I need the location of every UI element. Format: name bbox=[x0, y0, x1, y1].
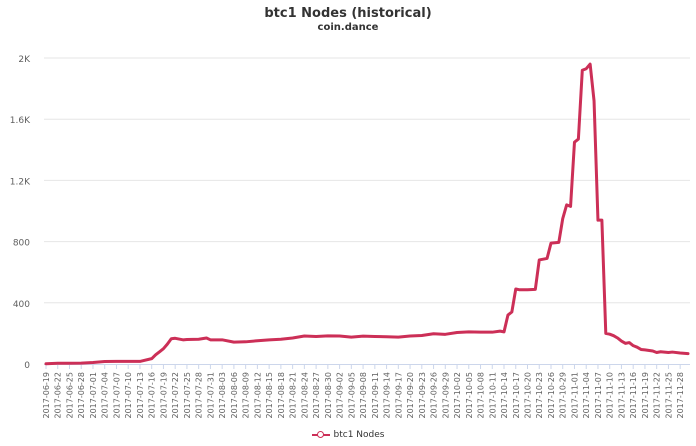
x-tick-label: 2017-06-25 bbox=[65, 372, 74, 419]
y-tick-label: 400 bbox=[13, 300, 30, 310]
y-tick-label: 800 bbox=[13, 239, 30, 249]
x-tick-label: 2017-09-05 bbox=[347, 372, 356, 419]
x-tick-label: 2017-08-12 bbox=[253, 372, 262, 419]
x-tick-label: 2017-11-28 bbox=[676, 372, 685, 419]
legend-label: btc1 Nodes bbox=[333, 430, 385, 440]
x-tick-label: 2017-08-18 bbox=[277, 372, 286, 419]
x-tick-label: 2017-08-03 bbox=[218, 372, 227, 419]
legend-line-marker-icon bbox=[311, 431, 330, 439]
x-tick-label: 2017-11-04 bbox=[582, 372, 591, 419]
x-tick-label: 2017-10-08 bbox=[477, 372, 486, 419]
x-tick-label: 2017-11-13 bbox=[617, 372, 626, 419]
x-tick-label: 2017-07-19 bbox=[159, 372, 168, 419]
x-tick-label: 2017-09-17 bbox=[394, 372, 403, 419]
x-tick-label: 2017-07-16 bbox=[148, 372, 157, 419]
y-tick-label: 0 bbox=[24, 361, 30, 371]
x-tick-label: 2017-07-04 bbox=[101, 372, 110, 419]
x-tick-label: 2017-11-22 bbox=[653, 372, 662, 419]
x-tick-label: 2017-11-16 bbox=[629, 372, 638, 419]
x-tick-label: 2017-08-30 bbox=[324, 372, 333, 419]
x-tick-label: 2017-08-27 bbox=[312, 372, 321, 419]
y-tick-label: 2K bbox=[18, 55, 31, 65]
x-tick-label: 2017-10-02 bbox=[453, 372, 462, 419]
chart-title: btc1 Nodes (historical) bbox=[264, 6, 432, 21]
y-axis-ticks: 0 400 800 1.2K 1.6K 2K bbox=[10, 55, 31, 371]
x-axis-ticks: 2017-06-19 2017-06-22 2017-06-25 2017-06-28… bbox=[42, 364, 685, 419]
x-tick-label: 2017-07-07 bbox=[112, 372, 121, 419]
x-tick-label: 2017-11-25 bbox=[664, 372, 673, 419]
grid-lines bbox=[44, 57, 690, 304]
legend: btc1 Nodes bbox=[0, 430, 696, 442]
x-tick-label: 2017-10-29 bbox=[559, 372, 568, 419]
x-tick-label: 2017-06-19 bbox=[42, 372, 51, 419]
x-tick-label: 2017-09-02 bbox=[336, 372, 345, 419]
x-tick-label: 2017-07-22 bbox=[171, 372, 180, 419]
x-tick-label: 2017-10-17 bbox=[512, 372, 521, 419]
x-tick-label: 2017-08-24 bbox=[300, 372, 309, 419]
x-tick-label: 2017-09-14 bbox=[383, 372, 392, 419]
x-tick-label: 2017-08-21 bbox=[289, 372, 298, 419]
y-tick-label: 1.2K bbox=[10, 177, 31, 187]
x-tick-label: 2017-07-31 bbox=[206, 372, 215, 419]
x-tick-label: 2017-09-29 bbox=[441, 372, 450, 419]
series-line-btc1-nodes bbox=[44, 62, 690, 366]
x-tick-label: 2017-07-25 bbox=[183, 372, 192, 419]
legend-item-btc1-nodes[interactable]: btc1 Nodes bbox=[311, 430, 385, 440]
x-tick-label: 2017-06-28 bbox=[77, 372, 86, 419]
x-tick-label: 2017-08-15 bbox=[265, 372, 274, 419]
x-tick-label: 2017-09-20 bbox=[406, 372, 415, 419]
x-tick-label: 2017-11-19 bbox=[641, 372, 650, 419]
x-tick-label: 2017-06-22 bbox=[54, 372, 63, 419]
x-tick-label: 2017-09-23 bbox=[418, 372, 427, 419]
x-tick-label: 2017-07-28 bbox=[195, 372, 204, 419]
x-tick-label: 2017-11-01 bbox=[570, 372, 579, 419]
x-tick-label: 2017-07-10 bbox=[124, 372, 133, 419]
x-tick-label: 2017-09-08 bbox=[359, 372, 368, 419]
chart-subtitle: coin.dance bbox=[317, 22, 379, 33]
x-tick-label: 2017-09-11 bbox=[371, 372, 380, 419]
y-tick-label: 1.6K bbox=[10, 116, 31, 126]
series-group bbox=[44, 62, 690, 366]
x-tick-label: 2017-10-23 bbox=[535, 372, 544, 419]
x-tick-label: 2017-10-26 bbox=[547, 372, 556, 419]
x-tick-label: 2017-07-13 bbox=[136, 372, 145, 419]
x-tick-label: 2017-10-20 bbox=[524, 372, 533, 419]
x-tick-label: 2017-08-06 bbox=[230, 372, 239, 419]
x-tick-label: 2017-10-14 bbox=[500, 372, 509, 419]
x-tick-label: 2017-08-09 bbox=[242, 372, 251, 419]
x-tick-label: 2017-10-05 bbox=[465, 372, 474, 419]
x-tick-label: 2017-11-07 bbox=[594, 372, 603, 419]
x-tick-label: 2017-11-10 bbox=[606, 372, 615, 419]
x-tick-label: 2017-07-01 bbox=[89, 372, 98, 419]
x-tick-label: 2017-10-11 bbox=[488, 372, 497, 419]
x-tick-label: 2017-09-26 bbox=[430, 372, 439, 419]
